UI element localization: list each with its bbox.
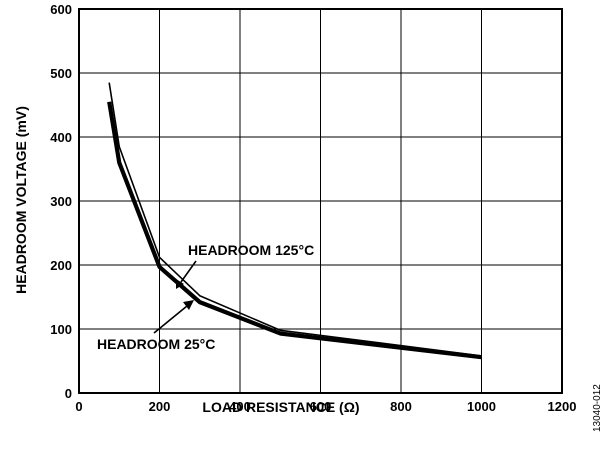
y-tick-label: 200 — [50, 258, 72, 273]
series-line-2 — [107, 101, 482, 360]
annotation-125c-arrowhead — [176, 279, 184, 289]
x-tick-label: 600 — [310, 399, 332, 414]
series-lines — [107, 82, 482, 360]
plot-area-border — [78, 8, 563, 394]
annotation-125c-arrow — [180, 260, 197, 283]
annotation-25c-arrow — [153, 305, 188, 334]
annotation-25c-label: HEADROOM 25°C — [97, 336, 215, 352]
plot-frame — [78, 8, 563, 394]
x-tick-labels: 0 200 400 600 800 1000 1200 — [75, 399, 576, 414]
x-tick-label: 400 — [229, 399, 251, 414]
annotation-25c: HEADROOM 25°C — [97, 300, 215, 352]
figure-id: 13040-012 — [592, 384, 603, 432]
x-tick-label: 800 — [390, 399, 412, 414]
y-tick-label: 100 — [50, 322, 72, 337]
x-tick-label: 1200 — [548, 399, 577, 414]
series-line-1 — [108, 82, 482, 357]
y-axis-title: HEADROOM VOLTAGE (mV) — [13, 106, 29, 294]
y-tick-label: 600 — [50, 2, 72, 17]
x-tick-label: 0 — [75, 399, 82, 414]
y-tick-label: 500 — [50, 66, 72, 81]
x-axis-title: LOAD RESISTANCE (Ω) — [202, 399, 359, 415]
annotation-25c-arrowhead — [183, 300, 194, 310]
annotation-125c-label: HEADROOM 125°C — [188, 242, 314, 258]
x-tick-label: 1000 — [467, 399, 496, 414]
x-tick-label: 200 — [149, 399, 171, 414]
annotation-125c: HEADROOM 125°C — [176, 242, 314, 289]
y-tick-labels: 0 100 200 300 400 500 600 — [50, 2, 72, 401]
y-tick-label: 400 — [50, 130, 72, 145]
y-tick-label: 0 — [65, 386, 72, 401]
y-tick-label: 300 — [50, 194, 72, 209]
